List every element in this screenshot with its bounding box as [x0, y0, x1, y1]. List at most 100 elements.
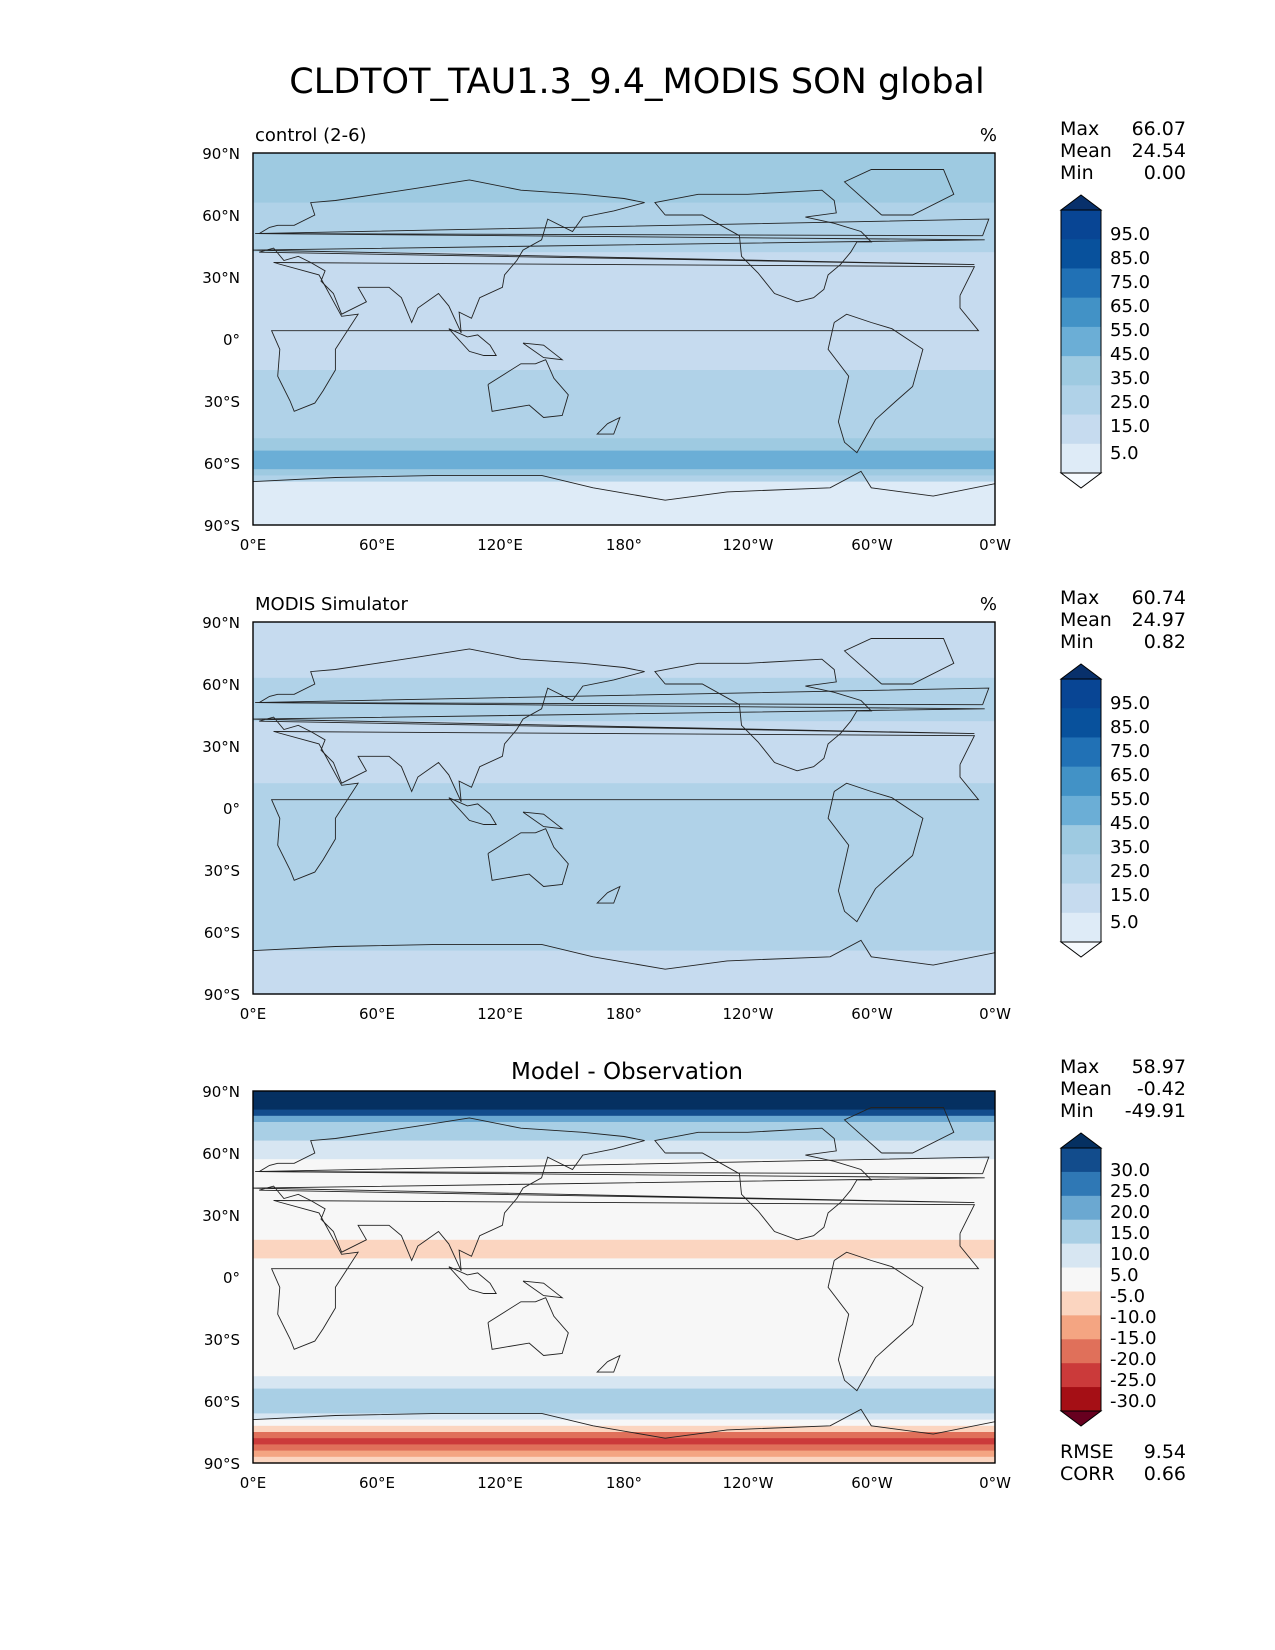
colorbar-extend-max — [1059, 194, 1103, 211]
colorbar-tick-label: 15.0 — [1110, 416, 1150, 437]
coastline — [843, 638, 955, 685]
heat-band — [253, 270, 995, 278]
stat-mean: Mean -0.42 — [1060, 1078, 1186, 1100]
lat-tick-label: 30°N — [202, 738, 240, 756]
heat-band — [253, 376, 995, 383]
stat-min: Min 0.00 — [1060, 162, 1186, 184]
heat-band — [253, 382, 995, 390]
heat-band — [253, 512, 995, 520]
colorbar-segment — [1061, 326, 1101, 357]
heat-band — [253, 1215, 995, 1222]
lat-tick-label: 30°S — [204, 1331, 240, 1349]
heat-band — [253, 814, 995, 821]
heat-band — [253, 628, 995, 635]
lon-tick-label: 120°E — [477, 1474, 523, 1492]
heat-band — [253, 733, 995, 741]
heat-band — [253, 677, 995, 685]
heat-band — [253, 1351, 995, 1359]
heat-band — [253, 1339, 995, 1346]
heat-band — [253, 1314, 995, 1321]
stat-label: Max — [1060, 118, 1099, 140]
heat-band — [253, 894, 995, 902]
colorbar-tick-label: -15.0 — [1110, 1328, 1157, 1349]
colorbar-tick-label: 55.0 — [1110, 789, 1150, 810]
map-field — [253, 622, 995, 995]
lon-tick-label: 60°W — [851, 1474, 893, 1492]
heat-band — [253, 777, 995, 784]
stat-value: 24.97 — [1132, 609, 1186, 631]
lon-tick-label: 60°E — [359, 1474, 395, 1492]
heat-band — [253, 808, 995, 815]
coastlines — [253, 169, 995, 525]
colorbar-segment — [1061, 385, 1101, 416]
colorbar-tick-label: 10.0 — [1110, 1244, 1150, 1265]
lat-tick-labels: 90°N 60°N 30°N 0° 30°S 60°S 90°S — [202, 614, 240, 1004]
heat-band — [253, 1438, 995, 1445]
panel-control: control (2-6) % Max 66.07 Mean 24.54 Min… — [202, 118, 1186, 554]
stat-label: Min — [1060, 162, 1094, 184]
heat-band — [253, 1165, 995, 1173]
stat-label: Max — [1060, 587, 1099, 609]
colorbar-tick-label: 65.0 — [1110, 765, 1150, 786]
colorbar-segment — [1061, 1291, 1101, 1316]
panel-center-title: Model - Observation — [511, 1059, 743, 1085]
heat-band — [253, 1122, 995, 1129]
lon-tick-label: 60°E — [359, 536, 395, 554]
colorbar-segment — [1061, 766, 1101, 797]
stat-label: Min — [1060, 1100, 1094, 1122]
lon-tick-labels: 0°E 60°E 120°E 180° 120°W 60°W 0°W — [240, 536, 1011, 554]
heat-band — [253, 1388, 995, 1396]
heat-band — [253, 345, 995, 352]
figure-title: CLDTOT_TAU1.3_9.4_MODIS SON global — [289, 62, 984, 102]
panel-observation: MODIS Simulator % Max 60.74 Mean 24.97 M… — [202, 587, 1186, 1023]
heat-band — [253, 506, 995, 514]
colorbar-segment — [1061, 1387, 1101, 1412]
lon-tick-label: 120°W — [723, 1005, 774, 1023]
lat-tick-label: 0° — [223, 1269, 240, 1287]
heat-band — [253, 438, 995, 445]
stat-value: 58.97 — [1132, 1056, 1186, 1078]
heat-band — [253, 919, 995, 927]
lon-tick-label: 120°W — [723, 536, 774, 554]
coastline — [270, 731, 980, 881]
heat-band — [253, 721, 995, 728]
heat-band — [253, 944, 995, 952]
lon-tick-label: 0°W — [979, 1005, 1011, 1023]
heat-band — [253, 1401, 995, 1408]
heat-band — [253, 1159, 995, 1166]
lon-tick-label: 120°E — [477, 536, 523, 554]
heat-band — [253, 283, 995, 290]
heat-band — [253, 659, 995, 666]
heat-band — [253, 696, 995, 704]
panel-units: % — [980, 594, 997, 615]
lat-tick-label: 60°N — [202, 676, 240, 694]
heat-band — [253, 1425, 995, 1433]
coastline — [448, 328, 497, 356]
heat-band — [253, 1177, 995, 1185]
colorbar-segment — [1061, 708, 1101, 738]
heat-band — [253, 332, 995, 340]
stat-corr: CORR 0.66 — [1060, 1463, 1186, 1485]
heat-band — [253, 357, 995, 365]
heat-band — [253, 715, 995, 722]
stat-label: Mean — [1060, 140, 1112, 162]
heat-band — [253, 487, 995, 495]
heat-band — [253, 1128, 995, 1135]
stat-min: Min -49.91 — [1060, 1100, 1186, 1122]
heat-band — [253, 208, 995, 216]
lon-tick-label: 180° — [606, 1005, 642, 1023]
colorbar-tick-label: -20.0 — [1110, 1349, 1157, 1370]
lat-tick-label: 60°S — [204, 924, 240, 942]
colorbar-tick-label: 5.0 — [1110, 1265, 1139, 1286]
lon-tick-label: 120°E — [477, 1005, 523, 1023]
heat-band — [253, 888, 995, 896]
heat-band — [253, 646, 995, 654]
heat-band — [253, 370, 995, 377]
heat-band — [253, 1246, 995, 1253]
colorbar-segment — [1061, 912, 1101, 943]
map-frame — [252, 152, 996, 526]
stat-value: 0.66 — [1144, 1463, 1186, 1485]
heat-band — [253, 826, 995, 834]
heat-band — [253, 177, 995, 185]
